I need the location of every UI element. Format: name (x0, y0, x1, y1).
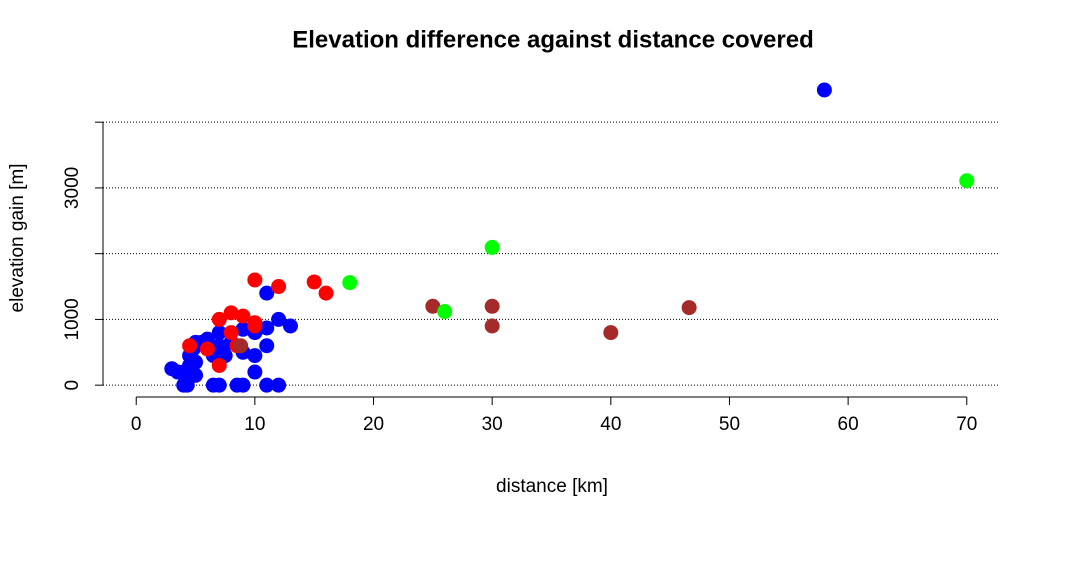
point (959, 173, 975, 189)
point (211, 377, 227, 393)
x-tick-label: 70 (956, 414, 977, 435)
point (681, 300, 697, 316)
point (816, 82, 832, 98)
y-axis-label: elevation gain [m] (7, 164, 28, 313)
x-tick-label: 60 (838, 414, 859, 435)
point (271, 311, 287, 327)
point (170, 364, 186, 380)
point (235, 377, 251, 393)
chart-title: Elevation difference against distance co… (292, 26, 814, 53)
point (199, 341, 215, 357)
point (342, 275, 358, 291)
x-tick-label: 10 (244, 414, 265, 435)
point (306, 274, 322, 290)
point (484, 318, 500, 334)
point (259, 377, 275, 393)
point (603, 325, 619, 341)
x-tick-label: 50 (719, 414, 740, 435)
point (259, 320, 275, 336)
point (318, 285, 334, 301)
point (484, 298, 500, 314)
point (247, 364, 263, 380)
point (188, 367, 204, 383)
y-tick-label: 1000 (62, 298, 83, 340)
x-axis-label: distance [km] (496, 476, 608, 497)
x-tick-label: 30 (482, 414, 503, 435)
point (259, 285, 275, 301)
point (233, 338, 249, 354)
x-tick-label: 40 (600, 414, 621, 435)
point (282, 318, 298, 334)
point (182, 338, 198, 354)
point (247, 348, 263, 364)
point (259, 338, 275, 354)
point (247, 272, 263, 288)
point (179, 377, 195, 393)
point (235, 308, 251, 324)
point (223, 305, 239, 321)
y-tick-label: 0 (62, 380, 83, 391)
point (425, 298, 441, 314)
x-tick-label: 20 (363, 414, 384, 435)
point (235, 321, 251, 337)
x-tick-label: 0 (131, 414, 142, 435)
point (211, 311, 227, 327)
point (437, 304, 453, 320)
point (211, 325, 227, 341)
point (211, 357, 227, 373)
y-tick-label: 3000 (62, 167, 83, 209)
point (484, 239, 500, 255)
point (271, 377, 287, 393)
point (223, 325, 239, 341)
point (271, 279, 287, 295)
point (247, 318, 263, 334)
